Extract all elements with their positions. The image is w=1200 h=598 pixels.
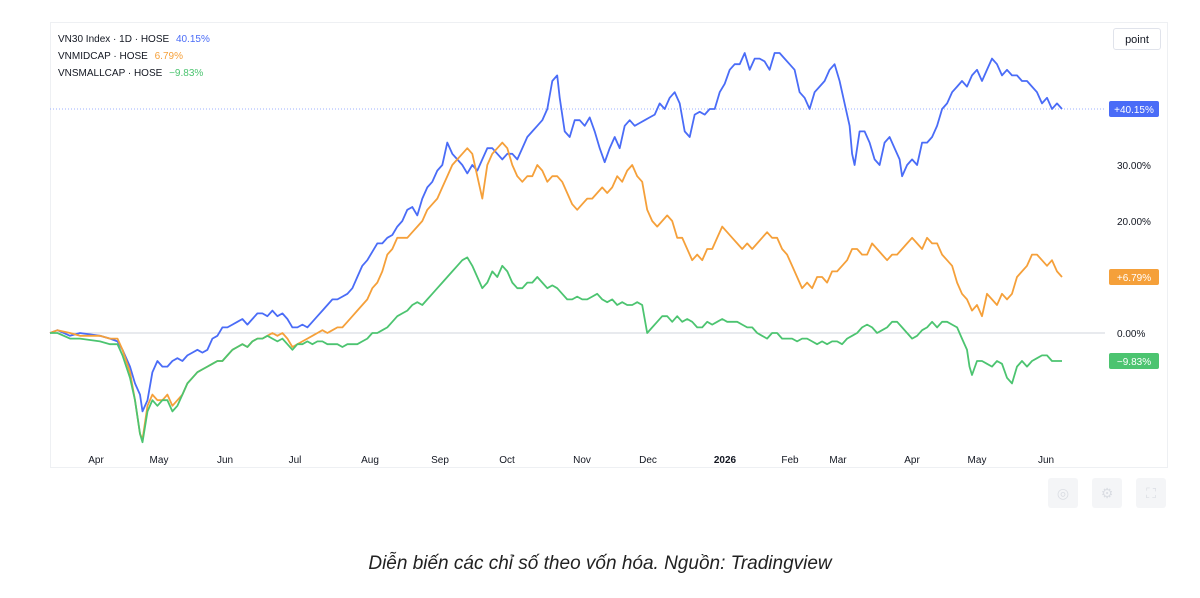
gear-icon[interactable]: ⚙ <box>1092 478 1122 508</box>
legend-value: −9.83% <box>169 68 204 79</box>
x-tick-label: Dec <box>639 455 657 466</box>
x-tick-label: Jun <box>1038 455 1054 466</box>
series-line-3 <box>50 256 1062 444</box>
chart-canvas[interactable]: 0.00%10.00%20.00%30.00%AprMayJunJulAugSe… <box>0 0 1200 475</box>
scale-mode-button[interactable]: point <box>1113 28 1161 50</box>
last-value-label: +40.15% <box>1114 105 1154 116</box>
x-tick-label: Oct <box>499 455 515 466</box>
last-value-tag <box>1109 353 1159 369</box>
y-tick-label: 20.00% <box>1117 217 1151 228</box>
figure-caption: Diễn biến các chỉ số theo vốn hóa. Nguồn… <box>368 553 832 574</box>
x-tick-label: Jun <box>217 455 233 466</box>
legend-label: VN30 Index · 1D · HOSE <box>58 34 170 45</box>
legend-item[interactable]: VNMIDCAP · HOSE 6.79% <box>58 48 210 65</box>
legend-value: 6.79% <box>154 51 183 62</box>
series-line-1 <box>49 52 1063 413</box>
legend-item[interactable]: VN30 Index · 1D · HOSE 40.15% <box>58 31 210 48</box>
x-tick-label: Aug <box>361 455 379 466</box>
last-value-label: −9.83% <box>1117 357 1151 368</box>
last-value-tag <box>1109 269 1159 285</box>
x-tick-label: Mar <box>829 455 847 466</box>
x-tick-label: 2026 <box>714 455 737 466</box>
x-tick-label: May <box>968 455 987 466</box>
x-tick-label: May <box>150 455 169 466</box>
x-tick-label: Feb <box>781 455 799 466</box>
camera-icon[interactable]: ◎ <box>1048 478 1078 508</box>
legend: VN30 Index · 1D · HOSE 40.15% VNMIDCAP ·… <box>58 31 210 82</box>
last-value-tag <box>1109 101 1159 117</box>
chart-frame <box>50 22 1168 468</box>
x-tick-label: Sep <box>431 455 449 466</box>
fullscreen-icon[interactable]: ⛶ <box>1136 478 1166 508</box>
x-tick-label: Nov <box>573 455 591 466</box>
x-tick-label: Apr <box>88 455 104 466</box>
x-tick-label: Jul <box>289 455 302 466</box>
series-line-2 <box>49 141 1063 441</box>
legend-label: VNSMALLCAP · HOSE <box>58 68 163 79</box>
legend-value: 40.15% <box>175 34 210 45</box>
legend-label: VNMIDCAP · HOSE <box>58 51 148 62</box>
last-value-label: +6.79% <box>1117 273 1151 284</box>
y-tick-label: 30.00% <box>1117 161 1151 172</box>
y-tick-label: 0.00% <box>1117 329 1145 340</box>
x-tick-label: Apr <box>904 455 920 466</box>
legend-item[interactable]: VNSMALLCAP · HOSE −9.83% <box>58 65 210 82</box>
